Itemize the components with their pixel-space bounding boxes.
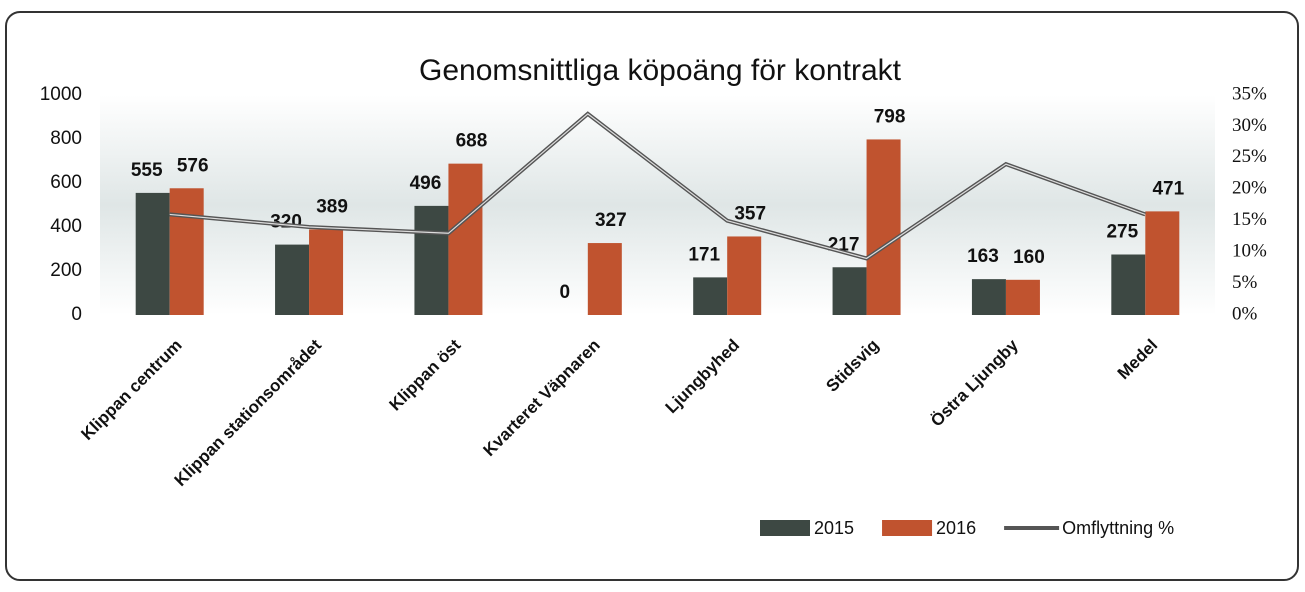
y2-tick-label: 15% (1232, 209, 1267, 230)
y-tick-label: 0 (71, 304, 82, 325)
legend-label: 2016 (936, 518, 976, 538)
bar (1111, 254, 1146, 315)
plot-area (100, 95, 1215, 315)
bar (971, 279, 1006, 315)
y-tick-label: 200 (50, 260, 82, 281)
y-tick-label: 800 (50, 128, 82, 149)
value-label: 171 (688, 244, 720, 265)
y2-tick-label: 35% (1232, 83, 1267, 104)
y2-tick-label: 10% (1232, 241, 1267, 262)
value-label: 357 (734, 203, 766, 224)
chart-title: Genomsnittliga köpoäng för kontrakt (419, 54, 902, 87)
bar (832, 267, 867, 315)
y2-tick-label: 5% (1232, 272, 1258, 293)
bar (1145, 211, 1180, 315)
bar (414, 205, 449, 315)
y-tick-label: 1000 (40, 84, 82, 105)
value-label: 389 (316, 196, 348, 217)
y2-tick-label: 0% (1232, 303, 1258, 324)
bar (866, 139, 901, 315)
bar (448, 163, 483, 315)
bar (309, 229, 344, 315)
value-label: 471 (1152, 178, 1184, 199)
bar (169, 188, 204, 315)
value-label: 0 (560, 282, 571, 303)
value-label: 327 (595, 210, 627, 231)
legend-swatch (882, 520, 933, 536)
value-label: 163 (967, 246, 999, 267)
line-series-highlight (169, 113, 1146, 260)
y-tick-label: 400 (50, 216, 82, 237)
value-label: 160 (1013, 247, 1045, 268)
legend-label: 2015 (814, 518, 854, 538)
y2-tick-label: 20% (1232, 178, 1267, 199)
bar (1005, 279, 1040, 315)
y2-tick-label: 30% (1232, 115, 1267, 136)
value-label: 576 (177, 155, 209, 176)
bar (275, 244, 310, 315)
y-tick-label: 600 (50, 172, 82, 193)
value-label: 496 (410, 173, 442, 194)
value-label: 798 (874, 106, 906, 127)
y2-tick-label: 25% (1232, 146, 1267, 167)
value-label: 275 (1106, 222, 1138, 243)
value-label: 555 (131, 160, 163, 181)
bar (587, 243, 622, 315)
value-label: 688 (456, 131, 488, 152)
legend-swatch (760, 520, 810, 536)
bar (135, 192, 170, 315)
legend-label: Omflyttning % (1062, 518, 1174, 538)
bar (727, 236, 762, 315)
bar (693, 277, 728, 315)
